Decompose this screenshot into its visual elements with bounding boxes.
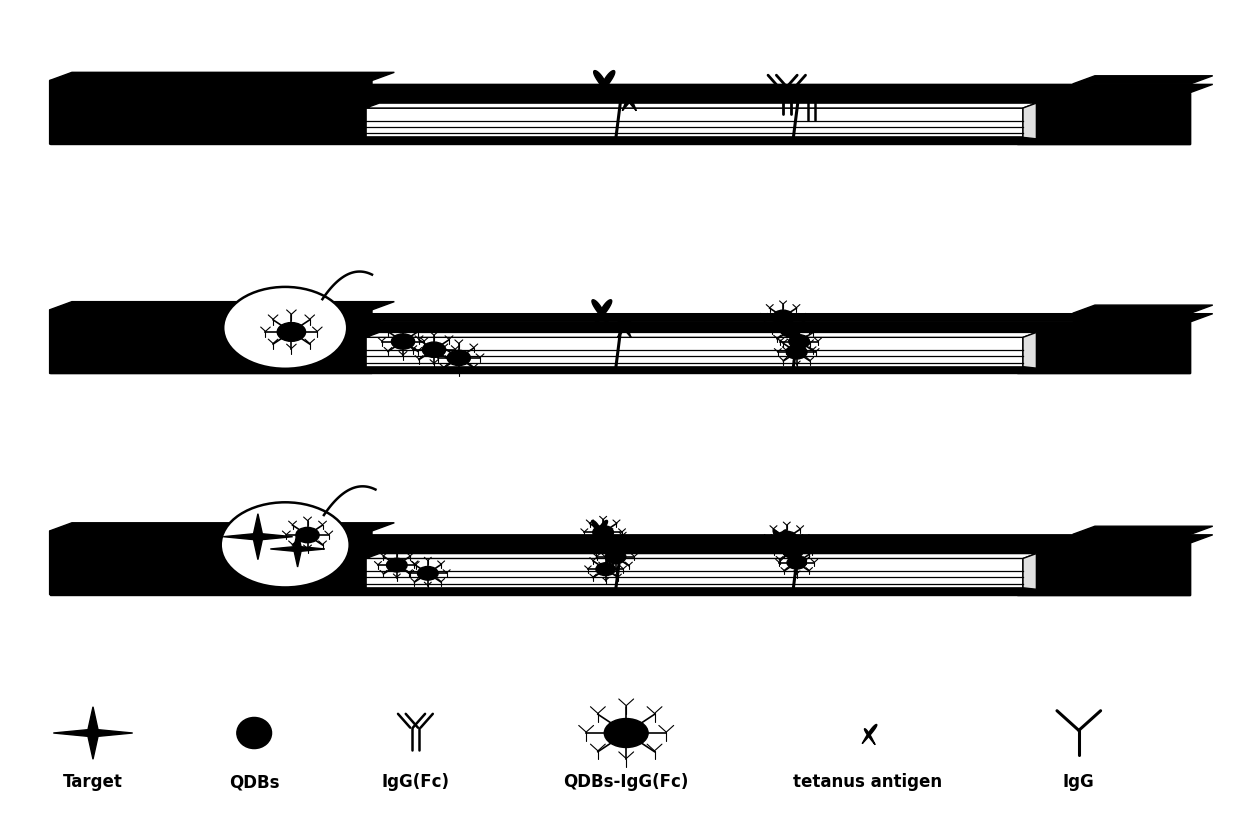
Polygon shape (366, 554, 1037, 559)
Polygon shape (622, 88, 637, 111)
Circle shape (223, 287, 347, 369)
Polygon shape (621, 88, 636, 111)
Circle shape (418, 567, 438, 580)
Circle shape (782, 545, 804, 558)
Polygon shape (862, 725, 877, 744)
Polygon shape (50, 523, 394, 531)
Circle shape (387, 559, 407, 572)
Polygon shape (50, 80, 402, 144)
Polygon shape (53, 707, 133, 759)
Circle shape (789, 335, 810, 348)
Polygon shape (864, 729, 875, 744)
Polygon shape (366, 108, 1023, 138)
Polygon shape (774, 530, 786, 548)
Polygon shape (50, 322, 1190, 373)
Polygon shape (591, 520, 606, 542)
Circle shape (392, 334, 414, 349)
Circle shape (296, 527, 319, 543)
Polygon shape (616, 315, 631, 337)
Polygon shape (773, 530, 785, 548)
Polygon shape (1023, 103, 1037, 139)
Text: QDBs-IgG(Fc): QDBs-IgG(Fc) (563, 773, 689, 791)
Circle shape (593, 526, 614, 539)
Polygon shape (591, 300, 610, 327)
Circle shape (596, 563, 615, 576)
Polygon shape (50, 535, 1213, 543)
Polygon shape (1017, 314, 1190, 373)
Polygon shape (223, 514, 293, 559)
Polygon shape (50, 543, 1190, 595)
Circle shape (780, 324, 801, 337)
Polygon shape (595, 70, 615, 99)
Circle shape (599, 538, 620, 551)
Circle shape (786, 346, 807, 359)
Circle shape (221, 502, 350, 587)
Polygon shape (50, 72, 394, 80)
Polygon shape (1023, 554, 1037, 590)
Polygon shape (366, 333, 1037, 337)
Text: tetanus antigen: tetanus antigen (794, 773, 942, 791)
Polygon shape (50, 93, 1190, 144)
Polygon shape (366, 559, 1023, 588)
Polygon shape (366, 103, 1037, 108)
Polygon shape (593, 520, 608, 542)
Polygon shape (50, 314, 1213, 322)
Polygon shape (50, 310, 402, 373)
Polygon shape (366, 337, 1023, 367)
Circle shape (605, 550, 626, 563)
Text: QDBs: QDBs (229, 773, 279, 791)
Polygon shape (50, 84, 1213, 93)
Ellipse shape (237, 717, 272, 749)
Polygon shape (594, 70, 613, 99)
Circle shape (773, 310, 794, 324)
Polygon shape (594, 300, 611, 327)
Circle shape (776, 532, 797, 545)
Polygon shape (50, 301, 394, 310)
Polygon shape (1017, 84, 1190, 144)
Polygon shape (1023, 333, 1037, 369)
Text: IgG: IgG (1063, 773, 1095, 791)
Circle shape (423, 342, 445, 357)
Polygon shape (270, 531, 325, 567)
Polygon shape (1073, 76, 1213, 84)
Polygon shape (1073, 305, 1213, 314)
Polygon shape (618, 315, 632, 337)
Polygon shape (1073, 527, 1213, 535)
Circle shape (787, 556, 806, 569)
Polygon shape (50, 531, 402, 595)
Circle shape (278, 323, 305, 342)
Circle shape (448, 351, 470, 365)
Circle shape (604, 718, 649, 748)
Polygon shape (1017, 535, 1190, 595)
Text: IgG(Fc): IgG(Fc) (382, 773, 449, 791)
Text: Target: Target (63, 773, 123, 791)
